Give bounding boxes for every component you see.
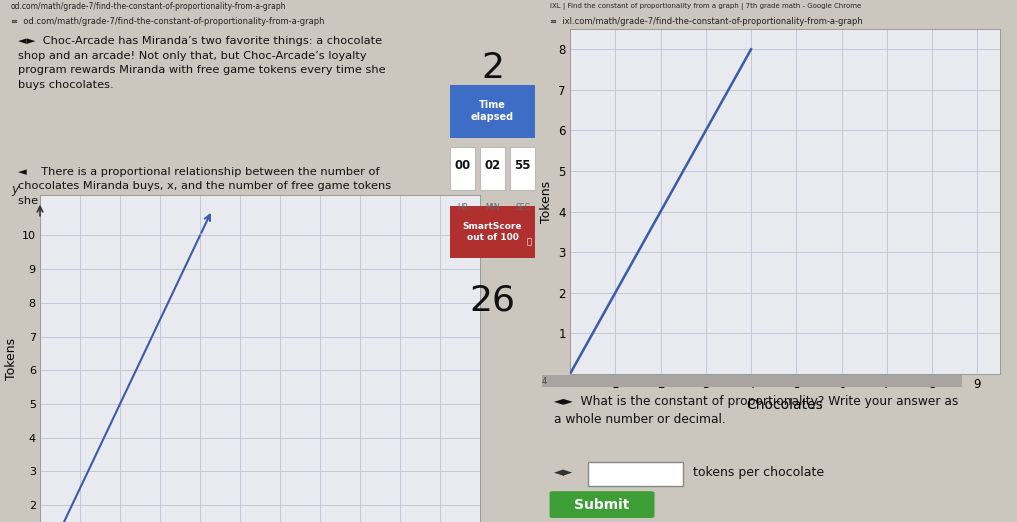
Text: ≡  ixl.com/math/grade-7/find-the-constant-of-proportionality-from-a-graph: ≡ ixl.com/math/grade-7/find-the-constant… xyxy=(549,17,862,26)
Text: 2: 2 xyxy=(481,51,504,85)
Text: ◄►: ◄► xyxy=(554,466,574,479)
FancyBboxPatch shape xyxy=(450,85,535,137)
Text: MIN: MIN xyxy=(485,203,499,211)
Text: HR: HR xyxy=(457,203,468,211)
Text: 02: 02 xyxy=(484,159,500,172)
Y-axis label: Tokens: Tokens xyxy=(540,181,553,222)
Text: $y$: $y$ xyxy=(11,184,21,198)
Text: ◄►  Choc-Arcade has Miranda’s two favorite things: a chocolate
shop and an arcad: ◄► Choc-Arcade has Miranda’s two favorit… xyxy=(18,37,385,90)
Text: SmartScore
out of 100: SmartScore out of 100 xyxy=(463,222,523,242)
FancyBboxPatch shape xyxy=(480,147,505,190)
Text: Submit: Submit xyxy=(575,497,630,512)
FancyBboxPatch shape xyxy=(450,206,535,258)
FancyBboxPatch shape xyxy=(510,147,535,190)
FancyBboxPatch shape xyxy=(588,461,683,486)
FancyBboxPatch shape xyxy=(542,375,962,387)
Text: ≡  od.com/math/grade-7/find-the-constant-of-proportionality-from-a-graph: ≡ od.com/math/grade-7/find-the-constant-… xyxy=(11,17,324,26)
Text: od.com/math/grade-7/find-the-constant-of-proportionality-from-a-graph: od.com/math/grade-7/find-the-constant-of… xyxy=(11,2,287,11)
FancyBboxPatch shape xyxy=(549,491,655,518)
Text: Time
elapsed: Time elapsed xyxy=(471,100,514,122)
Text: ◄►  What is the constant of proportionality? Write your answer as
a whole number: ◄► What is the constant of proportionali… xyxy=(554,395,959,426)
Text: IXL | Find the constant of proportionality from a graph | 7th grade math - Googl: IXL | Find the constant of proportionali… xyxy=(549,3,860,10)
Y-axis label: Tokens: Tokens xyxy=(5,337,17,379)
Text: 55: 55 xyxy=(515,159,531,172)
Text: SEC: SEC xyxy=(515,203,530,211)
X-axis label: Chocolates: Chocolates xyxy=(746,398,824,412)
FancyBboxPatch shape xyxy=(450,147,475,190)
Text: 26: 26 xyxy=(470,283,516,317)
Text: ⓘ: ⓘ xyxy=(526,237,531,246)
Text: 4: 4 xyxy=(541,376,547,386)
Text: ◄    There is a proportional relationship between the number of
chocolates Miran: ◄ There is a proportional relationship b… xyxy=(18,167,391,206)
Text: 00: 00 xyxy=(455,159,471,172)
Text: tokens per chocolate: tokens per chocolate xyxy=(693,466,824,479)
